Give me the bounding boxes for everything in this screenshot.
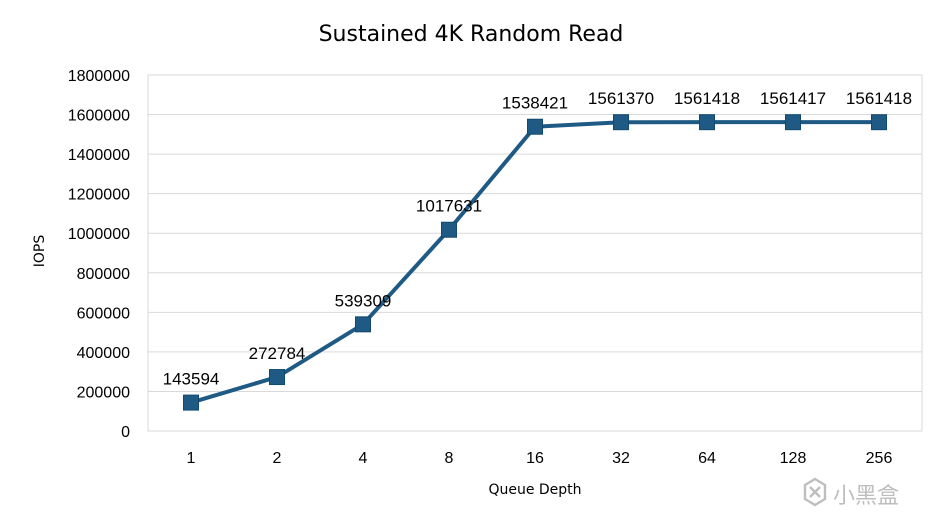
data-label: 1561370 bbox=[588, 89, 654, 108]
data-label: 1017631 bbox=[416, 197, 482, 216]
x-tick-label: 128 bbox=[780, 450, 807, 467]
y-tick-label: 1000000 bbox=[68, 226, 130, 243]
data-label: 1538421 bbox=[502, 94, 568, 113]
watermark: 小黑盒 bbox=[803, 477, 899, 509]
x-tick-label: 256 bbox=[866, 450, 893, 467]
data-point-marker bbox=[871, 114, 887, 131]
data-point-marker bbox=[785, 114, 801, 131]
data-label: 539309 bbox=[335, 291, 392, 310]
data-point-marker bbox=[441, 221, 457, 238]
plot-area-frame bbox=[147, 74, 923, 432]
y-tick-label: 1200000 bbox=[68, 187, 130, 204]
data-label: 272784 bbox=[249, 344, 306, 363]
x-tick-label: 32 bbox=[612, 450, 630, 467]
x-tick-label: 4 bbox=[359, 450, 368, 467]
y-tick-label: 0 bbox=[121, 424, 130, 441]
y-tick-label: 800000 bbox=[77, 266, 130, 283]
data-label: 1561418 bbox=[846, 89, 912, 108]
y-tick-label: 1400000 bbox=[68, 147, 130, 164]
y-tick-label: 200000 bbox=[77, 384, 130, 401]
watermark-text: 小黑盒 bbox=[833, 484, 899, 509]
x-axis-title: Queue Depth bbox=[488, 482, 581, 498]
y-tick-label: 400000 bbox=[77, 345, 130, 362]
data-point-marker bbox=[613, 114, 629, 131]
y-axis-title: IOPS bbox=[32, 235, 48, 268]
data-point-marker bbox=[355, 316, 371, 333]
data-point-marker bbox=[527, 118, 543, 135]
data-label: 143594 bbox=[163, 370, 220, 389]
x-tick-label: 2 bbox=[273, 450, 282, 467]
x-tick-label: 16 bbox=[526, 450, 544, 467]
y-axis-tick-labels: 0 200000 400000 600000 800000 1000000 1200000 1… bbox=[68, 68, 130, 441]
data-point-marker bbox=[699, 114, 715, 131]
series-iops bbox=[183, 114, 887, 411]
x-axis-tick-labels: 1 2 4 8 16 32 64 128 256 bbox=[187, 450, 893, 467]
data-labels: 143594 272784 539309 1017631 1538421 1561370 1… bbox=[163, 89, 912, 388]
data-label: 1561418 bbox=[674, 89, 740, 108]
y-tick-label: 1600000 bbox=[68, 108, 130, 125]
y-tick-label: 1800000 bbox=[68, 68, 130, 85]
x-tick-label: 1 bbox=[187, 450, 196, 467]
x-tick-label: 8 bbox=[445, 450, 454, 467]
y-tick-label: 600000 bbox=[77, 305, 130, 322]
chart-title: Sustained 4K Random Read bbox=[319, 22, 624, 47]
data-point-marker bbox=[269, 369, 285, 386]
xiaoheihe-logo-icon bbox=[803, 477, 827, 507]
x-tick-label: 64 bbox=[698, 450, 716, 467]
data-point-marker bbox=[183, 394, 199, 411]
data-label: 1561417 bbox=[760, 89, 826, 108]
